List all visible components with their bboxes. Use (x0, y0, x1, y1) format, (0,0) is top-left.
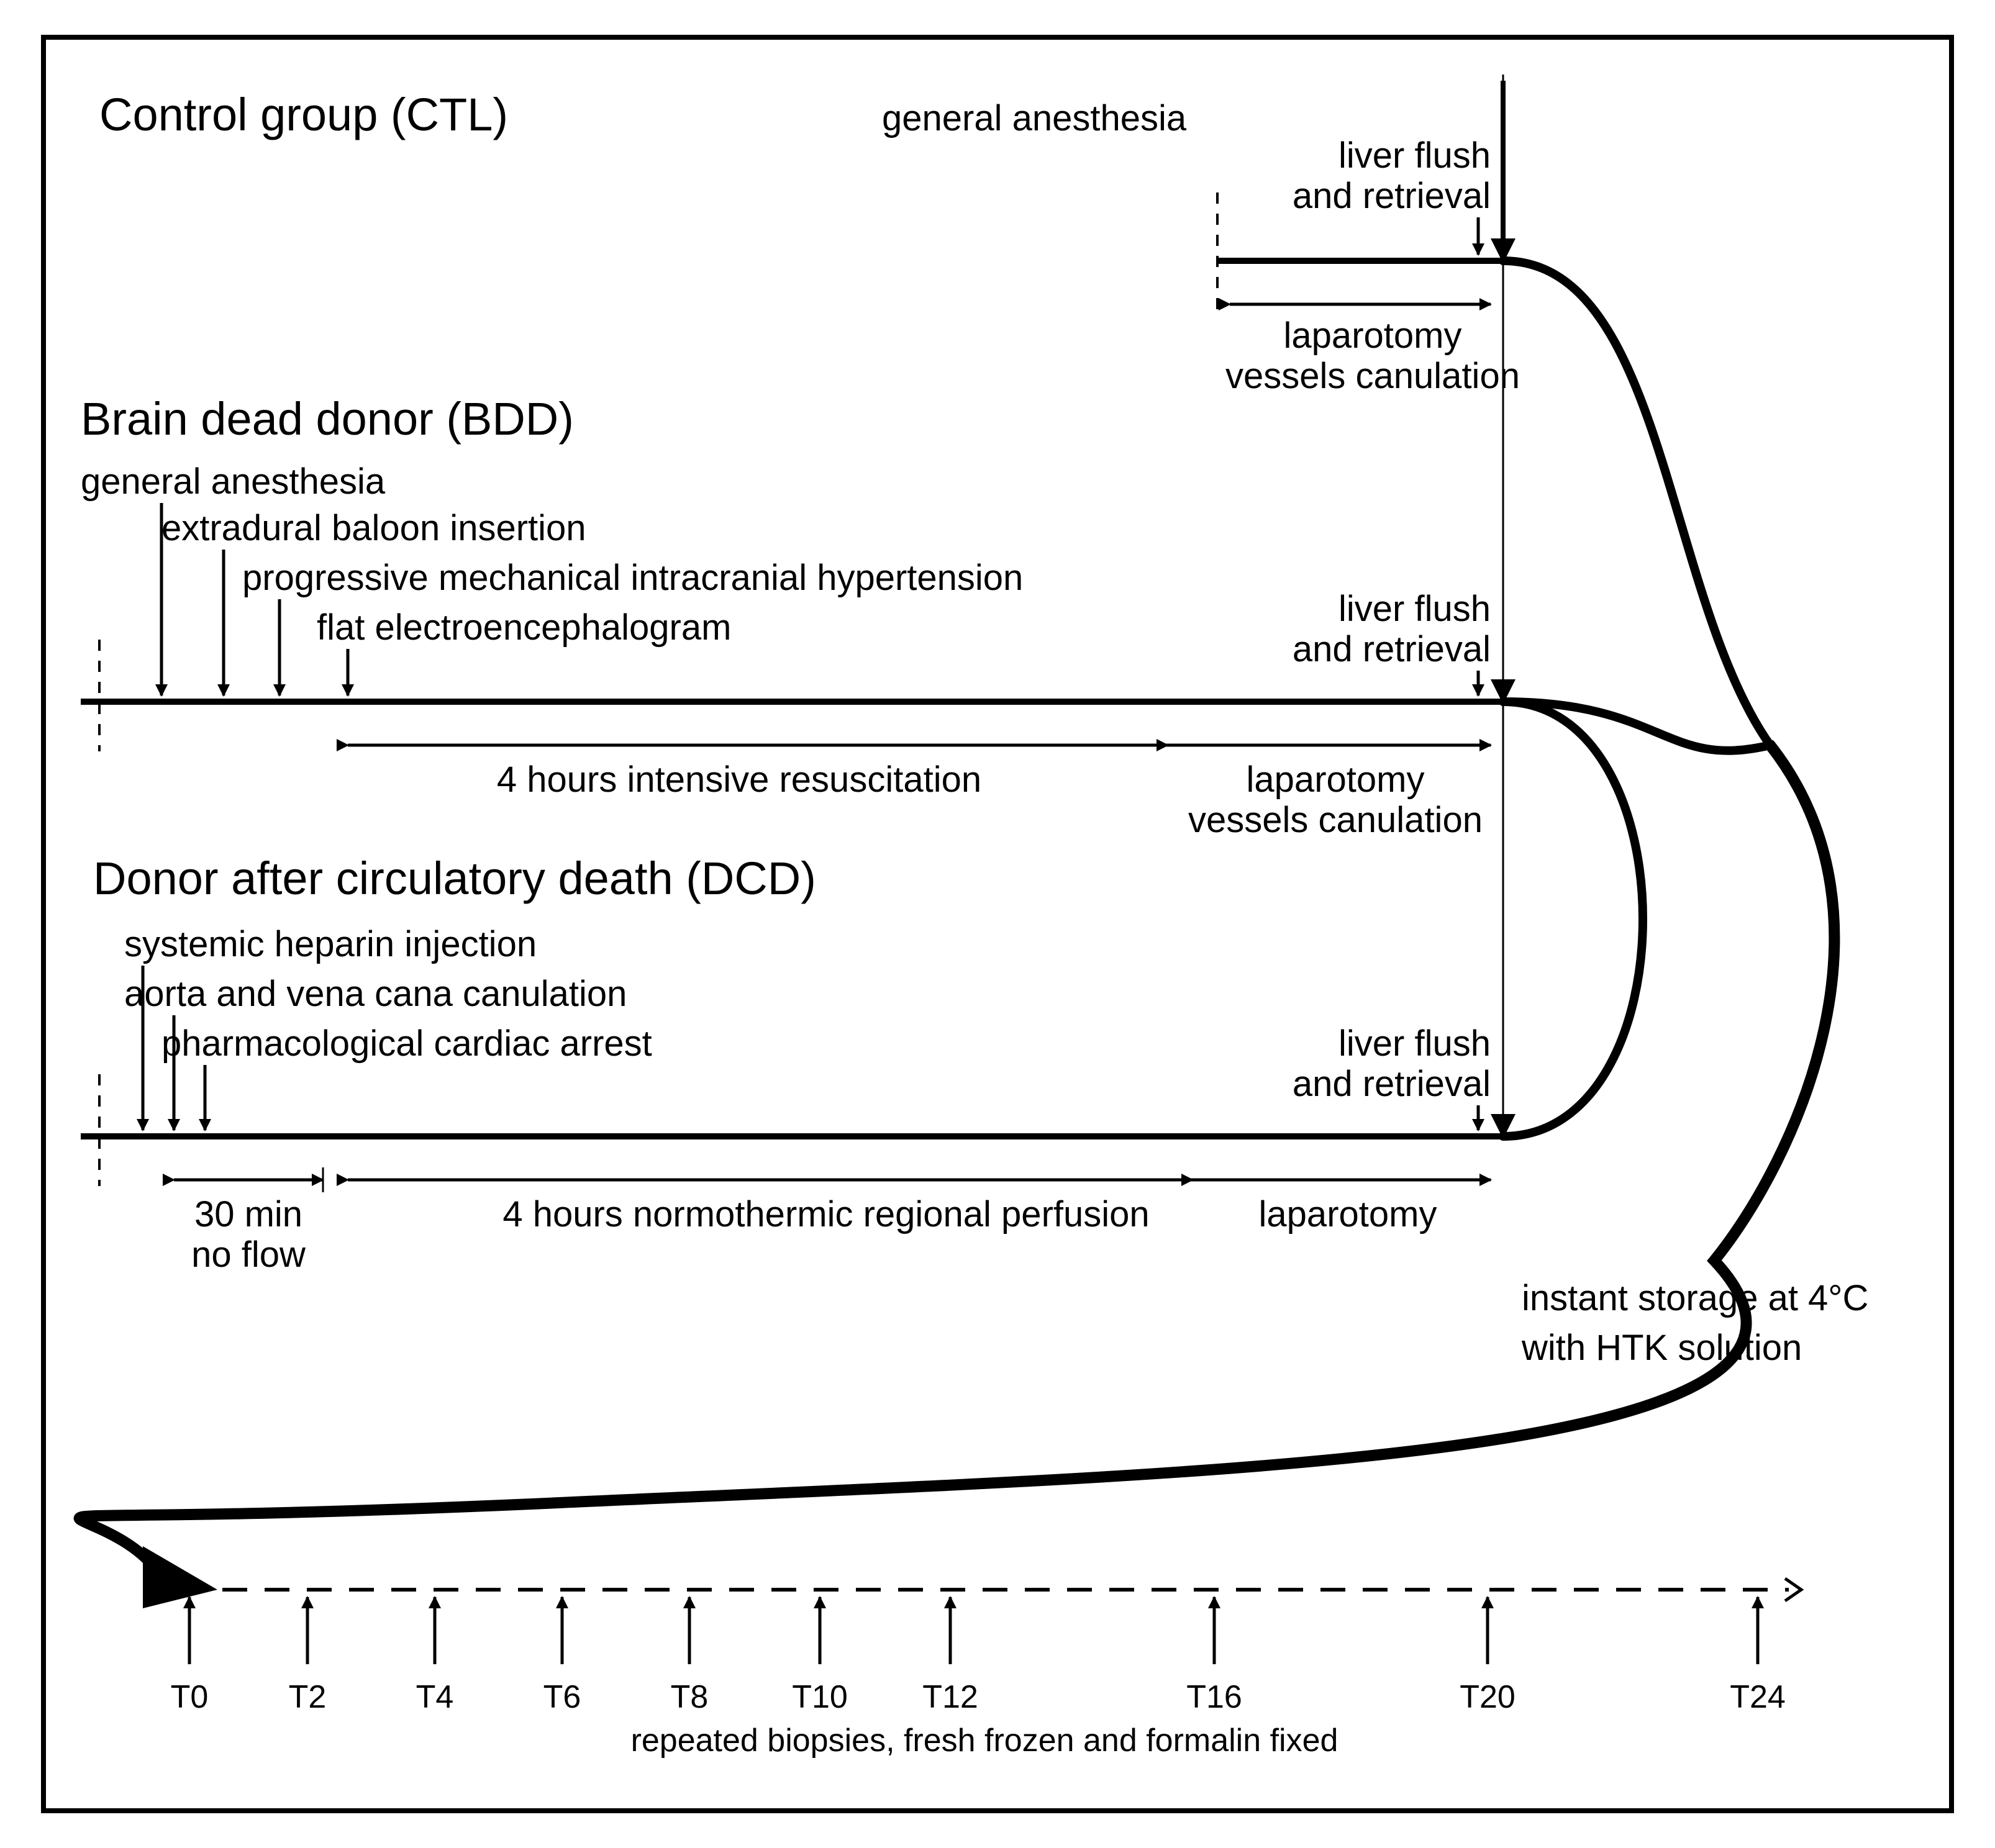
tick-label-5: T10 (792, 1679, 848, 1715)
bdd-lfr1: liver flush (1338, 589, 1491, 629)
ctl-ga-label: general anesthesia (882, 98, 1187, 138)
dcd-noflow-l1: 30 min (194, 1194, 302, 1234)
tick-label-2: T4 (416, 1679, 454, 1715)
bdd-lfr2: and retrieval (1293, 629, 1491, 669)
tick-label-9: T24 (1730, 1679, 1786, 1715)
tick-label-8: T20 (1460, 1679, 1516, 1715)
bdd-event-3-label: flat electroencephalogram (317, 607, 731, 648)
bdd-event-0-label: general anesthesia (81, 461, 386, 502)
timeline-caption: repeated biopsies, fresh frozen and form… (631, 1723, 1338, 1759)
tick-label-6: T12 (922, 1679, 978, 1715)
dcd-perf-label: 4 hours normothermic regional perfusion (502, 1194, 1149, 1234)
tick-label-7: T16 (1186, 1679, 1242, 1715)
dcd-event-1-label: aorta and vena cana canulation (124, 974, 627, 1014)
diagram-container: Control group (CTL) general anesthesia liv… (0, 0, 1995, 1848)
ctl-lfr2: and retrieval (1293, 176, 1491, 216)
bdd-title: Brain dead donor (BDD) (81, 393, 574, 445)
storage-l2: with HTK solution (1521, 1328, 1802, 1368)
dcd-noflow-l2: no flow (191, 1234, 306, 1275)
bdd-event-1-label: extradural baloon insertion (161, 508, 586, 548)
storage-l1: instant storage at 4°C (1522, 1278, 1868, 1318)
tick-label-4: T8 (671, 1679, 709, 1715)
dcd-title: Donor after circulatory death (DCD) (93, 853, 816, 904)
ctl-below2: vessels canulation (1225, 356, 1520, 396)
bdd-event-2-label: progressive mechanical intracranial hype… (242, 558, 1023, 598)
bdd-below2: vessels canulation (1188, 800, 1483, 840)
tick-label-1: T2 (289, 1679, 327, 1715)
ctl-below1: laparotomy (1284, 315, 1462, 356)
dcd-event-2-label: pharmacological cardiac arrest (161, 1023, 652, 1064)
tick-label-0: T0 (171, 1679, 209, 1715)
dcd-lap-label: laparotomy (1259, 1194, 1437, 1234)
bdd-resus-label: 4 hours intensive resuscitation (497, 759, 981, 800)
dcd-event-0-label: systemic heparin injection (124, 924, 537, 964)
tick-label-3: T6 (543, 1679, 581, 1715)
dcd-lfr2: and retrieval (1293, 1064, 1491, 1104)
ctl-lfr1: liver flush (1338, 135, 1491, 176)
bdd-below1: laparotomy (1247, 759, 1425, 800)
ctl-title: Control group (CTL) (99, 89, 508, 140)
dcd-lfr1: liver flush (1338, 1023, 1491, 1064)
